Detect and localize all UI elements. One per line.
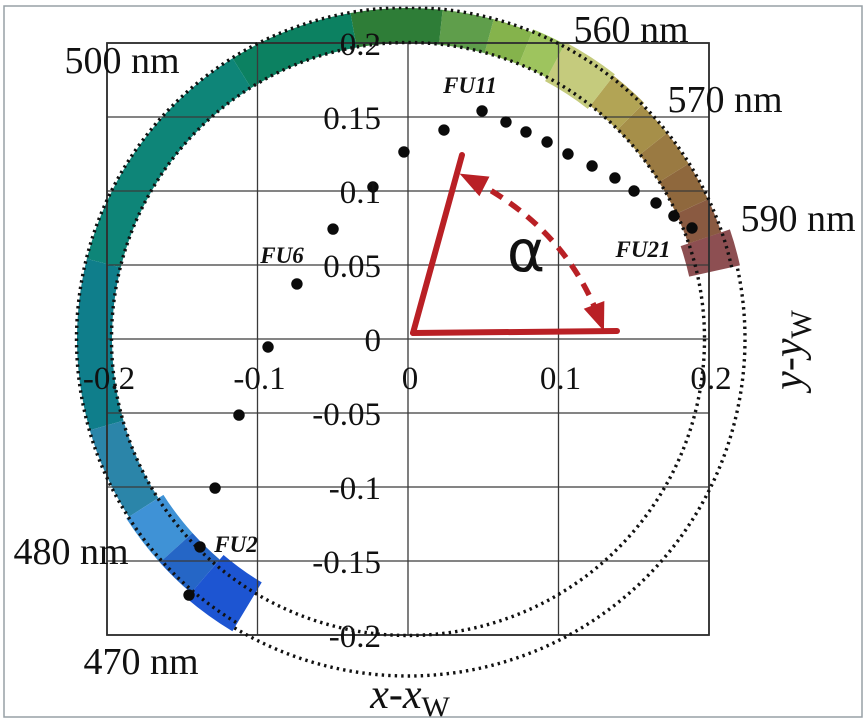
angle-arc-dashed bbox=[470, 177, 602, 319]
y-axis-label: y-yW bbox=[766, 310, 818, 394]
y-tick-label: -0.15 bbox=[312, 545, 381, 581]
fu-point bbox=[476, 105, 488, 117]
color-ring-segment bbox=[232, 13, 357, 88]
color-ring-segment bbox=[545, 42, 615, 109]
x-tick-label: 0.1 bbox=[540, 361, 581, 397]
y-tick-label: 0 bbox=[365, 323, 382, 359]
y-tick-label: 0.05 bbox=[323, 249, 381, 285]
x-tick-label: 0 bbox=[402, 361, 419, 397]
fu-point bbox=[686, 222, 698, 234]
angle-arm-upper bbox=[410, 152, 465, 336]
fu-point bbox=[650, 197, 662, 209]
wavelength-label: 470 nm bbox=[83, 641, 198, 683]
wavelength-label: 560 nm bbox=[573, 9, 688, 51]
fu-point bbox=[262, 341, 274, 353]
fu-point bbox=[438, 124, 450, 136]
y-tick-label: 0.15 bbox=[323, 101, 381, 137]
dotted-circle-inner bbox=[109, 40, 707, 638]
color-ring-segment bbox=[676, 199, 722, 244]
color-ring-segment bbox=[76, 258, 124, 431]
fu-point bbox=[291, 278, 303, 290]
y-tick-label: -0.1 bbox=[329, 471, 381, 507]
color-ring-segment bbox=[126, 494, 193, 563]
fu-point bbox=[209, 482, 221, 494]
color-ring-segment bbox=[590, 75, 645, 130]
y-tick-label: 0.2 bbox=[340, 27, 381, 63]
fu-point bbox=[183, 589, 195, 601]
fu-point bbox=[194, 541, 206, 553]
fu-point bbox=[586, 160, 598, 172]
wavelength-label: 480 nm bbox=[13, 531, 128, 573]
fu-point bbox=[520, 126, 532, 138]
wavelength-label: 570 nm bbox=[667, 79, 782, 121]
figure-frame bbox=[3, 5, 863, 718]
fu-point bbox=[233, 409, 245, 421]
color-ring-segment bbox=[518, 29, 565, 78]
x-tick-label: 0.2 bbox=[690, 361, 731, 397]
color-ring-segment bbox=[350, 8, 443, 48]
arrowhead-lower bbox=[583, 301, 605, 332]
y-tick-label: -0.2 bbox=[329, 619, 381, 655]
dotted-circle-outer bbox=[233, 265, 747, 678]
fu-point bbox=[628, 185, 640, 197]
color-ring-segment bbox=[484, 19, 532, 65]
y-tick-label: -0.05 bbox=[312, 397, 381, 433]
fu-label: FU21 bbox=[615, 237, 671, 262]
alpha-label: α bbox=[507, 217, 545, 285]
fu-point bbox=[367, 181, 379, 193]
wavelength-label: 500 nm bbox=[64, 40, 179, 82]
arrowhead-upper bbox=[459, 173, 490, 197]
x-tick-label: -0.2 bbox=[83, 361, 135, 397]
wavelength-label: 590 nm bbox=[740, 198, 855, 240]
fu-label: FU2 bbox=[213, 532, 257, 557]
x-tick-label: -0.1 bbox=[233, 361, 285, 397]
y-tick-label: 0.1 bbox=[340, 175, 381, 211]
angle-arm-horizontal bbox=[410, 328, 620, 336]
fu-point bbox=[398, 146, 410, 158]
color-ring-segment bbox=[639, 132, 689, 183]
fu-point bbox=[609, 172, 621, 184]
color-ring-segment bbox=[186, 554, 262, 632]
fu-point bbox=[500, 116, 512, 128]
plot-box-border bbox=[106, 42, 710, 636]
fu-point bbox=[541, 136, 553, 148]
fu-point bbox=[668, 210, 680, 222]
dotted-ring-outer-edge bbox=[74, 5, 734, 625]
fu-point bbox=[562, 148, 574, 160]
x-axis-label: x-xW bbox=[369, 672, 450, 724]
fu-label: FU6 bbox=[259, 243, 304, 268]
fu-label: FU11 bbox=[442, 73, 497, 98]
fu-point bbox=[327, 223, 339, 235]
